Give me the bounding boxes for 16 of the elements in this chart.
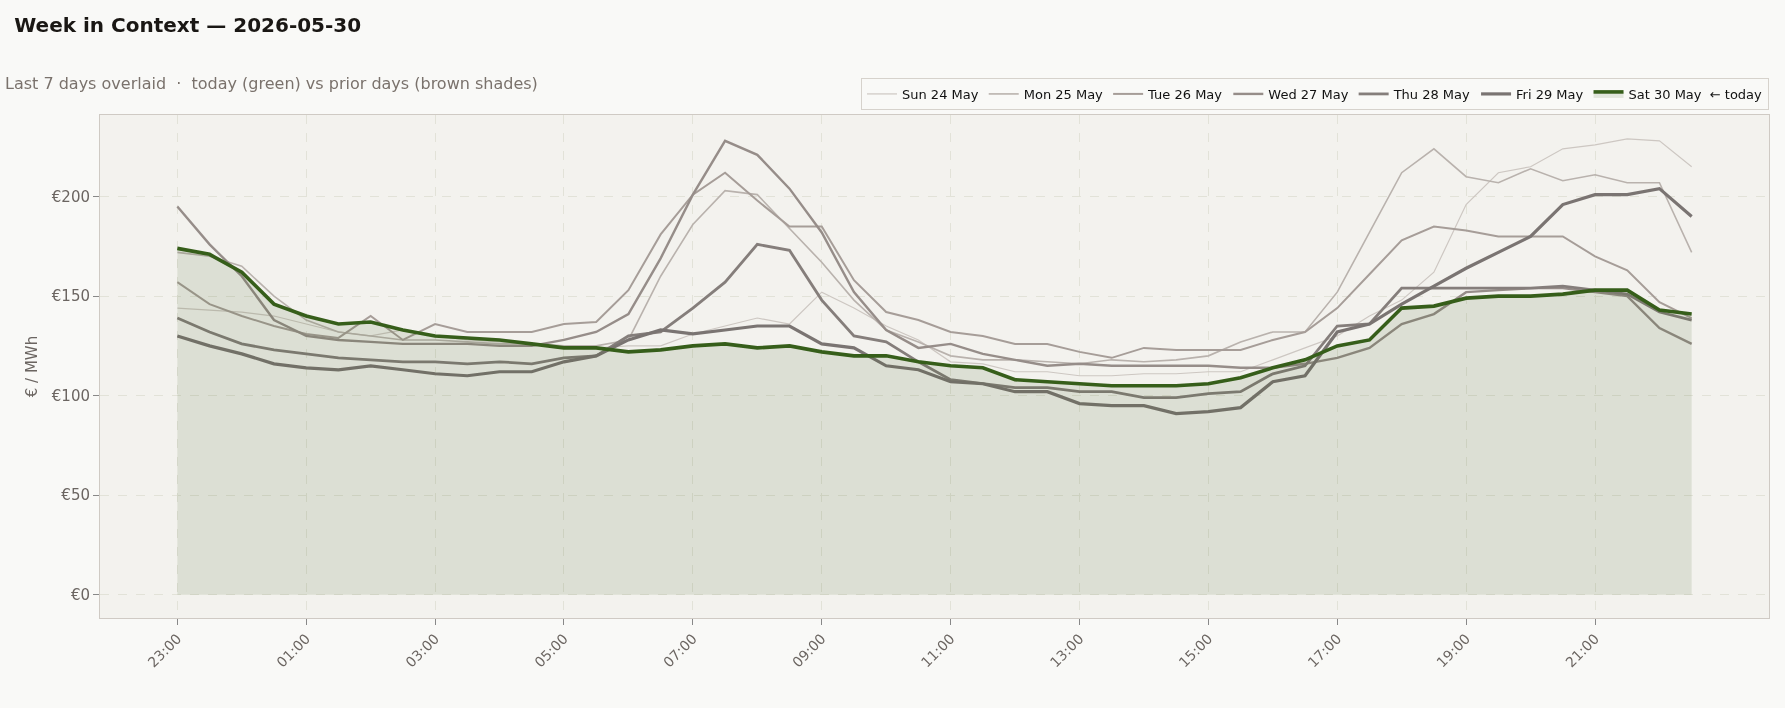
legend-label: Sun 24 May: [902, 86, 979, 102]
y-tick-label: €200: [51, 187, 90, 206]
y-axis-title: € / MWh: [23, 335, 42, 398]
y-tick-label: €100: [51, 386, 90, 405]
chart-subtitle: Last 7 days overlaid · today (green) vs prior days (brown shades): [5, 74, 538, 93]
y-tick-label: €0: [70, 585, 90, 604]
legend-label: Wed 27 May: [1268, 86, 1349, 102]
chart-title: Week in Context — 2026-05-30: [14, 12, 362, 37]
legend-label: Mon 25 May: [1023, 86, 1104, 102]
y-tick-label: €50: [61, 486, 90, 505]
legend-label: Thu 28 May: [1392, 86, 1471, 102]
line-series: [175, 187, 1694, 416]
legend-label: Sat 30 May ← today: [1628, 86, 1763, 102]
y-tick-label: €150: [51, 287, 90, 306]
legend-label: Fri 29 May: [1516, 86, 1584, 102]
legend-label: Tue 26 May: [1147, 86, 1223, 102]
